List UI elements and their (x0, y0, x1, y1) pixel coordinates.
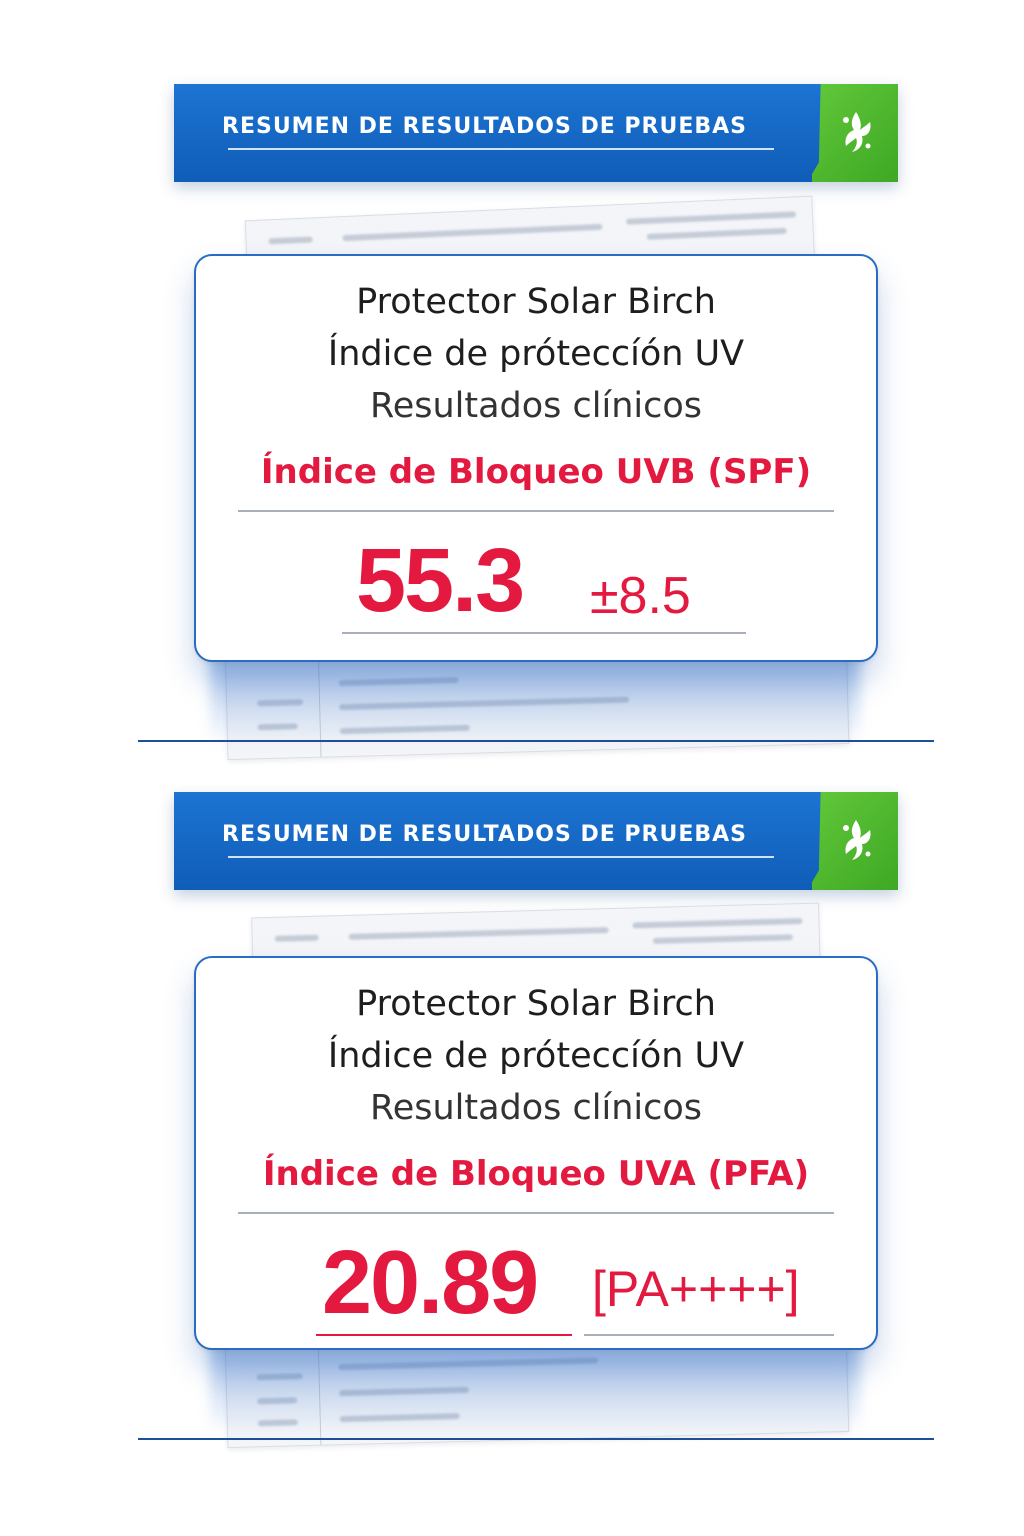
header-banner: RESUMEN DE RESULTADOS DE PRUEBAS (174, 792, 898, 890)
birch-leaf-icon (843, 112, 871, 152)
index-label: Índice de Bloqueo UVB (SPF) (260, 452, 812, 492)
label-divider (238, 510, 834, 512)
product-name: Protector Solar Birch (356, 984, 716, 1024)
banner-underline (228, 148, 774, 150)
result-panel-pfa: RESUMEN DE RESULTADOS DE PRUEBAS Protect… (0, 708, 1024, 1449)
card-shadow (210, 1344, 860, 1434)
value-underline (342, 632, 746, 634)
result-card: Protector Solar Birch Índice de próteccí… (194, 254, 878, 662)
result-value: 55.3 (356, 531, 525, 631)
index-label: Índice de Bloqueo UVA (PFA) (262, 1154, 810, 1194)
protection-index-title: Índice de próteccíón UV (327, 334, 745, 374)
protection-index-title: Índice de próteccíón UV (327, 1036, 745, 1076)
result-value: 20.89 (322, 1233, 539, 1333)
banner-underline (228, 856, 774, 858)
label-divider (238, 1212, 834, 1214)
result-panel-spf: RESUMEN DE RESULTADOS DE PRUEBAS Protect… (0, 0, 1024, 761)
section-divider (138, 740, 934, 742)
qualifier-underline (584, 1334, 834, 1336)
result-card: Protector Solar Birch Índice de próteccí… (194, 956, 878, 1350)
clinical-results-title: Resultados clínicos (369, 1088, 703, 1128)
banner-title: RESUMEN DE RESULTADOS DE PRUEBAS (222, 114, 748, 139)
birch-leaf-icon (843, 820, 871, 860)
header-banner: RESUMEN DE RESULTADOS DE PRUEBAS (174, 84, 898, 182)
banner-title: RESUMEN DE RESULTADOS DE PRUEBAS (222, 822, 748, 847)
card-shadow (210, 656, 860, 746)
result-qualifier: ±8.5 (590, 567, 691, 625)
value-underline (316, 1334, 572, 1336)
result-qualifier: [PA++++] (592, 1261, 800, 1317)
product-name: Protector Solar Birch (356, 282, 716, 322)
section-divider (138, 1438, 934, 1440)
clinical-results-title: Resultados clínicos (369, 386, 703, 426)
